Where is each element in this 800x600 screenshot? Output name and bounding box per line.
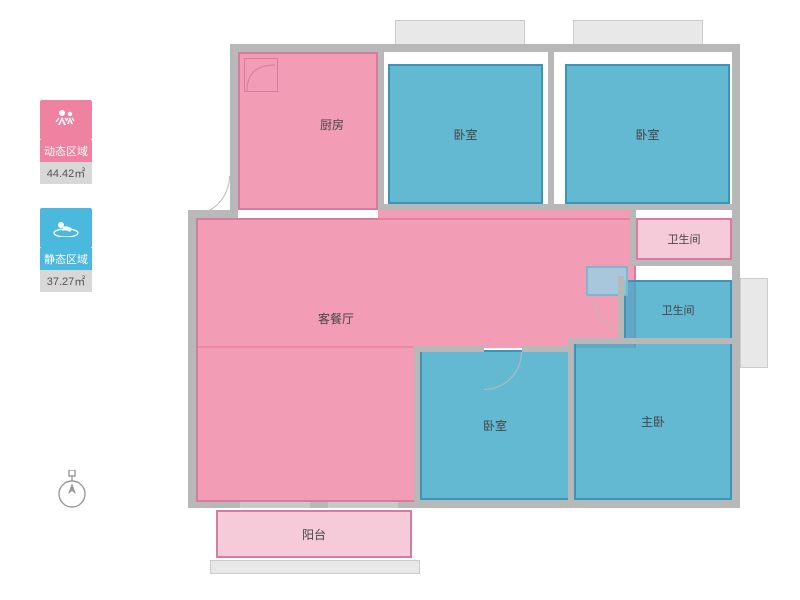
legend-static: 静态区域 37.27㎡ — [40, 208, 100, 292]
room-bedroom-2: 卧室 — [565, 64, 730, 204]
label-balcony: 阳台 — [302, 526, 326, 543]
wall — [630, 210, 636, 264]
label-bedroom3: 卧室 — [483, 417, 507, 434]
dynamic-icon — [40, 100, 92, 140]
legend-panel: 动态区域 44.42㎡ 静态区域 37.27㎡ — [40, 100, 100, 316]
wall — [230, 44, 382, 52]
legend-static-value: 37.27㎡ — [40, 270, 92, 292]
label-kitchen: 厨房 — [320, 116, 344, 133]
floorplan: 厨房 卧室 卧室 客餐厅 卫生间 卫生间 卧室 主卧 阳台 — [170, 20, 770, 580]
legend-dynamic-value: 44.42㎡ — [40, 162, 92, 184]
wall — [414, 346, 420, 502]
wall — [732, 44, 740, 508]
window-panel — [210, 560, 420, 574]
label-living: 客餐厅 — [318, 310, 354, 327]
wall — [568, 342, 574, 502]
door-track — [328, 502, 398, 508]
room-bathroom-1: 卫生间 — [636, 218, 732, 260]
compass-icon — [55, 470, 89, 515]
wall — [410, 500, 740, 508]
window-panel — [740, 278, 768, 368]
wall — [230, 44, 238, 216]
wall — [384, 204, 734, 210]
label-bathroom1: 卫生间 — [668, 231, 701, 247]
room-bedroom-1: 卧室 — [388, 64, 543, 204]
label-bathroom2: 卫生间 — [662, 302, 695, 318]
label-master: 主卧 — [641, 413, 665, 430]
room-living-a — [196, 218, 636, 348]
wall — [630, 260, 734, 266]
label-bedroom1: 卧室 — [453, 126, 477, 143]
wall — [188, 210, 196, 508]
room-balcony: 阳台 — [216, 510, 412, 558]
label-bedroom2: 卧室 — [635, 126, 659, 143]
legend-dynamic-label: 动态区域 — [40, 140, 92, 162]
legend-dynamic: 动态区域 44.42㎡ — [40, 100, 100, 184]
kitchen-detail — [244, 58, 278, 92]
room-master: 主卧 — [574, 342, 732, 500]
legend-static-label: 静态区域 — [40, 248, 92, 270]
wall — [414, 346, 484, 352]
wall — [382, 44, 740, 52]
static-icon — [40, 208, 92, 248]
room-living-b — [196, 346, 416, 502]
room-bathroom-2: 卫生间 — [624, 280, 732, 340]
wall — [522, 346, 570, 352]
wall — [568, 338, 734, 344]
wall — [378, 52, 384, 210]
door-track — [240, 502, 310, 508]
wall — [548, 52, 554, 210]
